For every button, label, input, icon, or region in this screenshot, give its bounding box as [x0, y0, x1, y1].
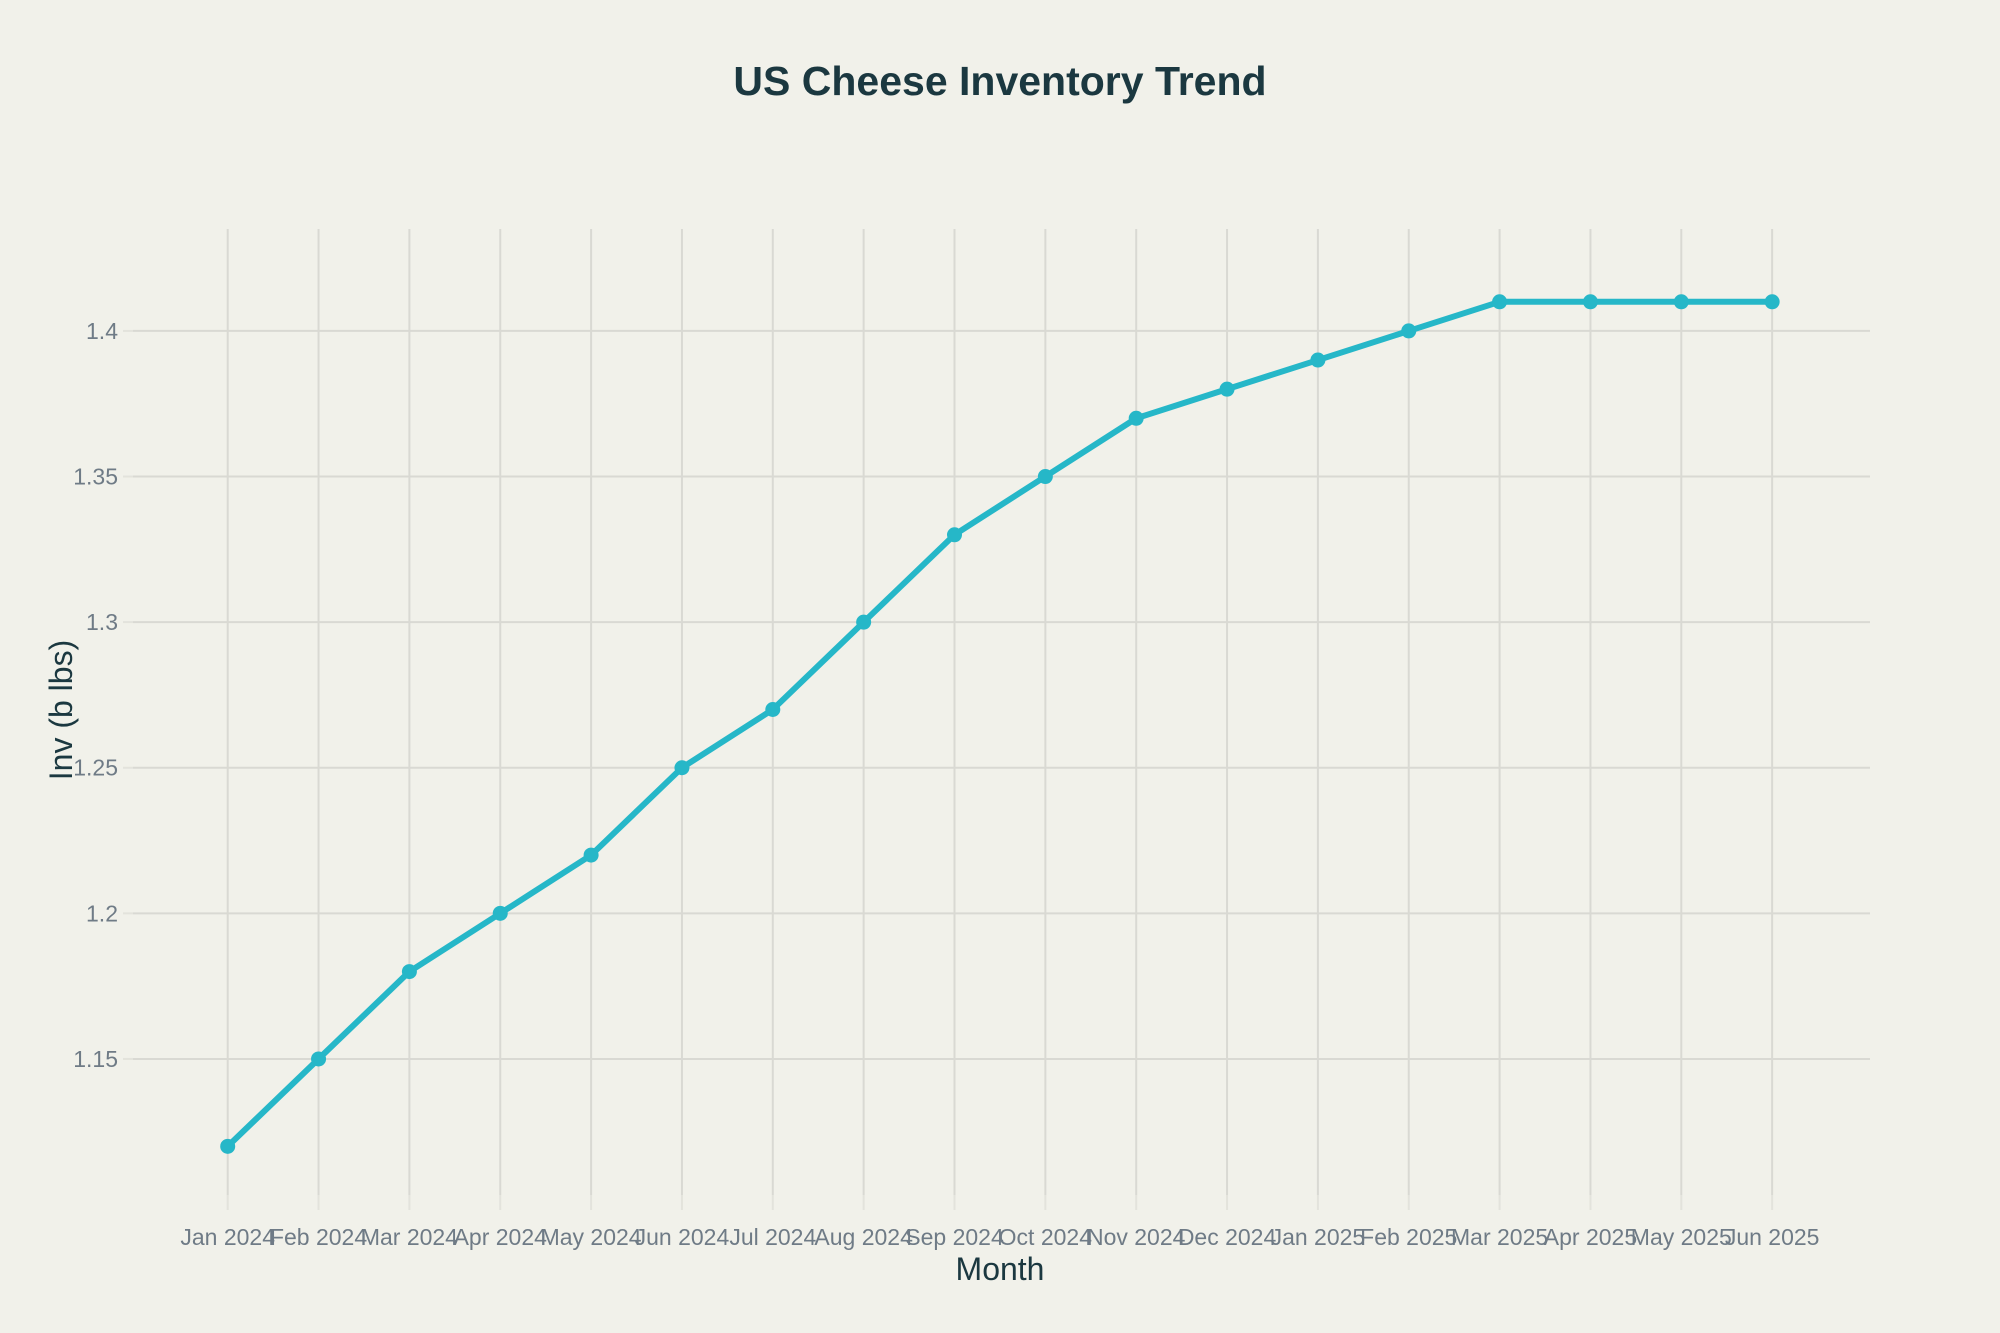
- data-point-marker: [856, 614, 872, 630]
- x-tick-label: May 2024: [541, 1224, 642, 1250]
- x-tick-label: Dec 2024: [1178, 1224, 1277, 1250]
- data-point-marker: [1401, 323, 1417, 339]
- chart-title: US Cheese Inventory Trend: [733, 58, 1266, 104]
- x-tick-label: Sep 2024: [905, 1224, 1004, 1250]
- y-tick-label: 1.35: [73, 464, 118, 490]
- x-tick-label: Feb 2024: [270, 1224, 367, 1250]
- data-point-marker: [1037, 469, 1053, 485]
- data-point-marker: [1310, 352, 1326, 368]
- data-point-marker: [1219, 381, 1235, 397]
- x-tick-label: Aug 2024: [814, 1224, 913, 1250]
- x-axis-title: Month: [956, 1251, 1045, 1287]
- data-point-marker: [311, 1051, 327, 1067]
- x-tick-label: Jan 2024: [180, 1224, 275, 1250]
- x-tick-label: Nov 2024: [1087, 1224, 1186, 1250]
- y-tick-label: 1.25: [73, 755, 118, 781]
- data-point-marker: [947, 527, 962, 543]
- data-point-marker: [1582, 294, 1598, 310]
- data-point-marker: [1673, 294, 1689, 310]
- y-tick-label: 1.2: [86, 900, 118, 926]
- data-point-marker: [401, 964, 417, 980]
- x-tick-label: Mar 2024: [361, 1224, 458, 1250]
- x-tick-label: Mar 2025: [1451, 1224, 1548, 1250]
- tick-marks-layer: [123, 329, 1774, 1210]
- x-tick-label: May 2025: [1631, 1224, 1732, 1250]
- y-tick-label: 1.4: [86, 318, 118, 344]
- y-tick-label: 1.3: [86, 609, 118, 635]
- data-point-marker: [1764, 294, 1780, 310]
- x-tick-label: Jul 2024: [729, 1224, 816, 1250]
- data-point-marker: [765, 702, 781, 717]
- x-tick-label: Jun 2025: [1725, 1224, 1820, 1250]
- data-point-marker: [1128, 410, 1144, 426]
- data-point-marker: [1492, 294, 1508, 310]
- data-point-marker: [492, 905, 508, 921]
- data-series-layer: [220, 294, 1780, 1154]
- x-tick-label: Apr 2025: [1544, 1224, 1637, 1250]
- grid-layer: [133, 229, 1870, 1195]
- x-tick-label: Jan 2025: [1271, 1224, 1366, 1250]
- data-point-marker: [583, 847, 599, 863]
- x-tick-label: Feb 2025: [1360, 1224, 1457, 1250]
- data-point-marker: [674, 760, 690, 776]
- y-axis-title: Inv (b lbs): [43, 640, 79, 780]
- inventory-trend-line: [224, 298, 1776, 1150]
- x-tick-label: Oct 2024: [999, 1224, 1093, 1250]
- data-point-marker: [220, 1138, 236, 1154]
- x-tick-label: Apr 2024: [454, 1224, 548, 1250]
- x-tick-label: Jun 2024: [635, 1224, 730, 1250]
- y-tick-label: 1.15: [73, 1046, 118, 1072]
